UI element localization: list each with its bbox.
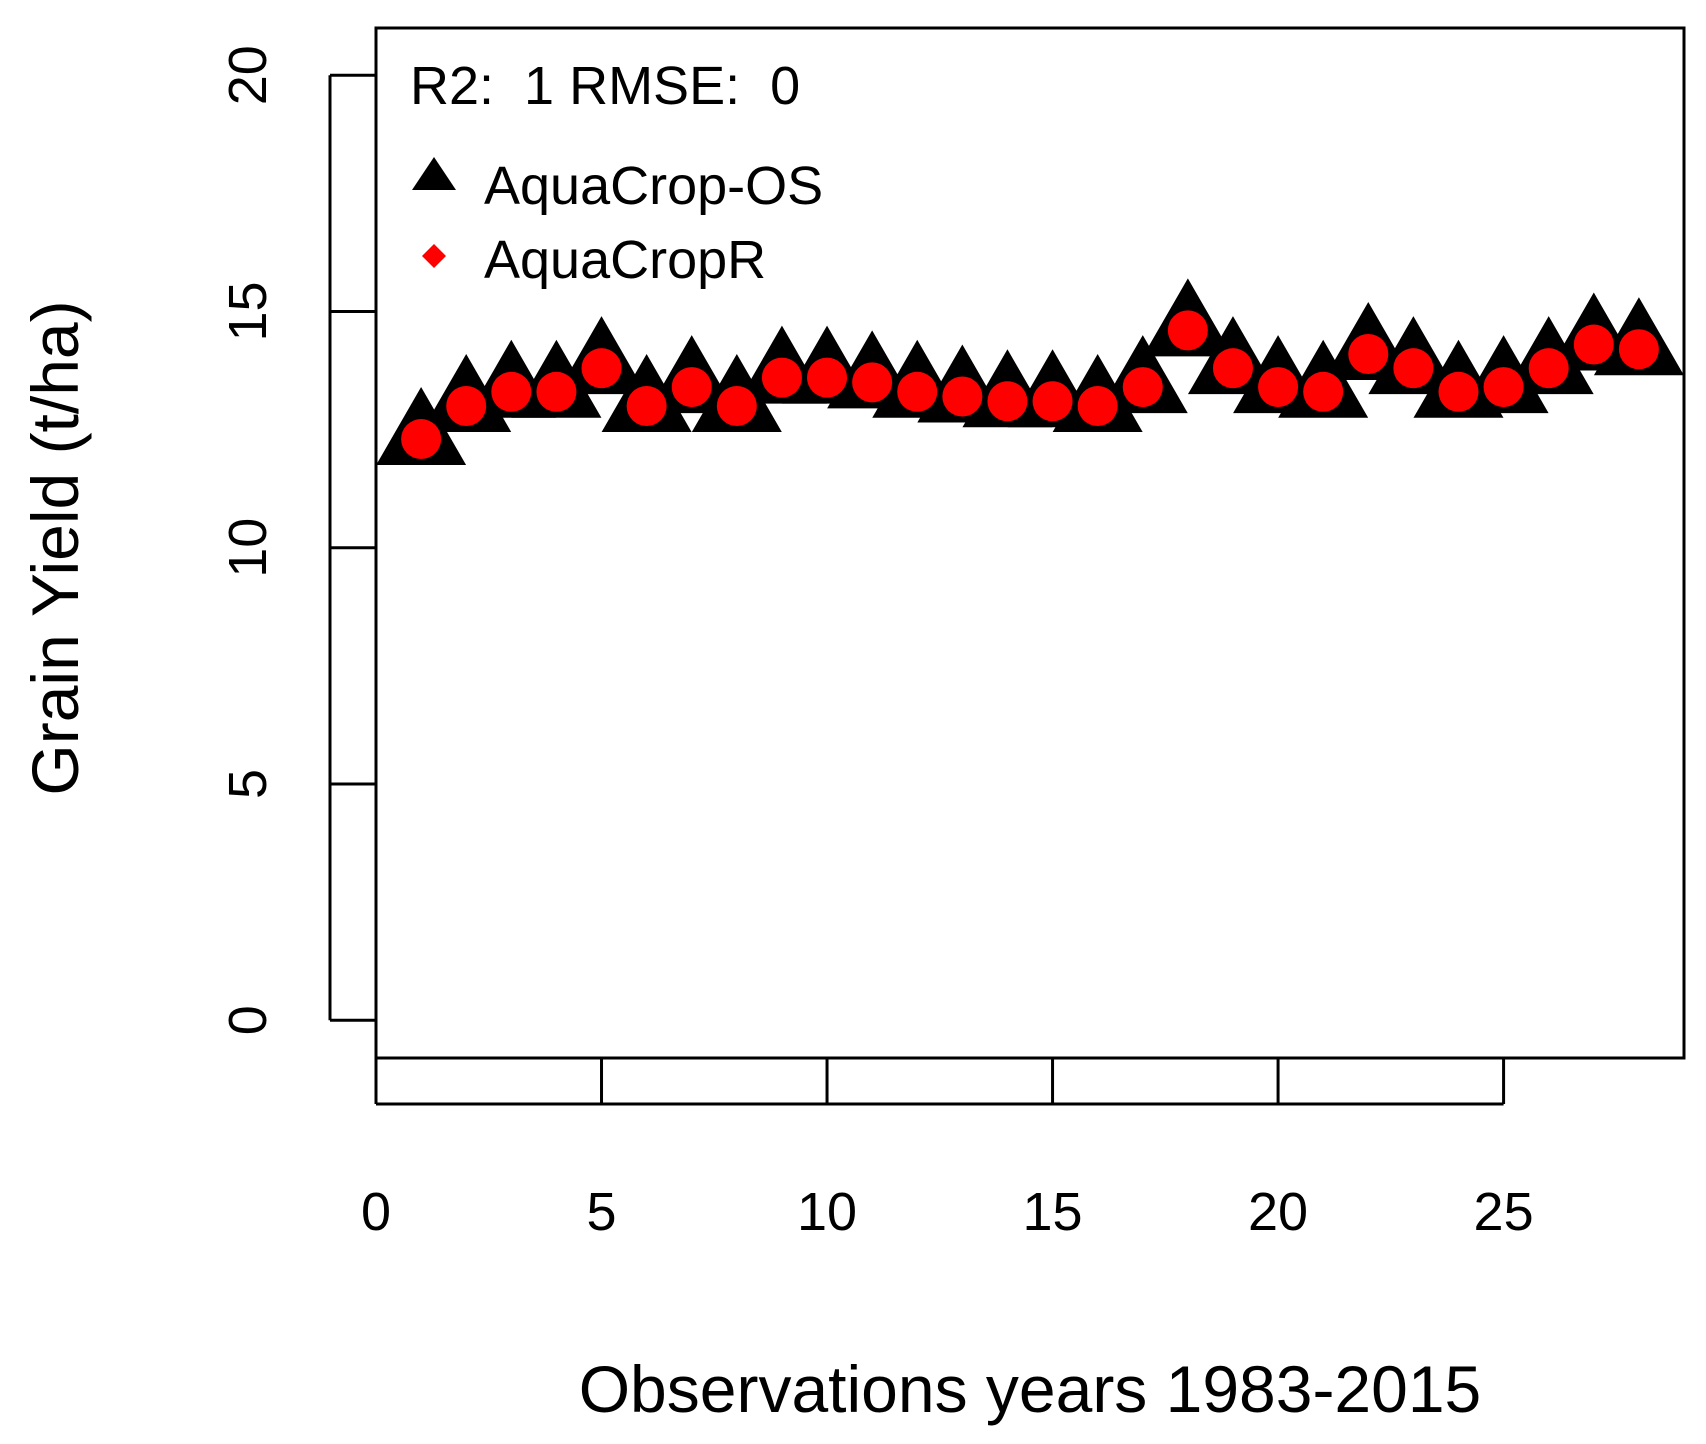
x-tick-label: 5 [586, 1182, 616, 1242]
data-point-aquacropr [446, 385, 487, 426]
y-axis: 0 5 10 15 20 [218, 45, 376, 1035]
legend: AquaCrop-OS AquaCropR [412, 156, 823, 290]
y-tick-label: 5 [218, 769, 278, 799]
data-point-aquacropr [1348, 334, 1389, 375]
y-axis-label: Grain Yield (t/ha) [18, 300, 92, 795]
x-tick-label: 20 [1248, 1182, 1308, 1242]
data-point-aquacropr [987, 381, 1028, 422]
data-point-aquacropr [1167, 310, 1208, 351]
data-point-aquacropr [536, 371, 577, 412]
data-point-aquacropr [626, 385, 667, 426]
data-point-aquacropr [1438, 371, 1479, 412]
data-point-aquacropr [942, 376, 983, 417]
data-point-aquacropr [491, 371, 532, 412]
data-point-aquacropr [581, 348, 622, 389]
legend-marker-aquacrop-os [412, 157, 456, 190]
y-tick-label: 20 [218, 45, 278, 105]
data-point-aquacropr [1573, 324, 1614, 365]
plot-frame [374, 26, 1686, 1060]
data-point-aquacropr [807, 357, 848, 398]
legend-label-aquacropr: AquaCropR [484, 230, 766, 290]
data-point-aquacropr [1528, 348, 1569, 389]
data-point-aquacropr [1122, 367, 1163, 408]
data-point-aquacropr [716, 385, 757, 426]
annotation-text: R2: 1 RMSE: 0 [410, 56, 800, 116]
data-point-aquacropr [1483, 367, 1524, 408]
data-point-aquacropr [1032, 381, 1073, 422]
x-tick-label: 15 [1023, 1182, 1083, 1242]
data-point-aquacropr [671, 367, 712, 408]
data-point-aquacropr [1303, 371, 1344, 412]
x-tick-label: 10 [797, 1182, 857, 1242]
data-point-aquacropr [852, 362, 893, 403]
data-point-aquacropr [1212, 348, 1253, 389]
data-point-aquacropr [1077, 385, 1118, 426]
data-point-aquacropr [897, 371, 938, 412]
legend-marker-aquacropr [422, 244, 446, 268]
data-point-aquacropr [761, 357, 802, 398]
x-tick-label: 25 [1474, 1182, 1534, 1242]
data-point-aquacropr [401, 419, 442, 460]
aquacrop-os-series [376, 278, 1684, 466]
x-axis: 0 5 10 15 20 25 [361, 1058, 1534, 1242]
data-point-aquacropr [1618, 329, 1659, 370]
data-point-aquacropr [1258, 367, 1299, 408]
legend-label-aquacrop-os: AquaCrop-OS [484, 156, 823, 216]
aquacropr-series [401, 310, 1659, 460]
x-tick-label: 0 [361, 1182, 391, 1242]
x-axis-label: Observations years 1983-2015 [579, 1352, 1482, 1426]
data-point-aquacropr [1393, 348, 1434, 389]
y-tick-label: 15 [218, 281, 278, 341]
y-tick-label: 0 [218, 1005, 278, 1035]
y-tick-label: 10 [218, 518, 278, 578]
